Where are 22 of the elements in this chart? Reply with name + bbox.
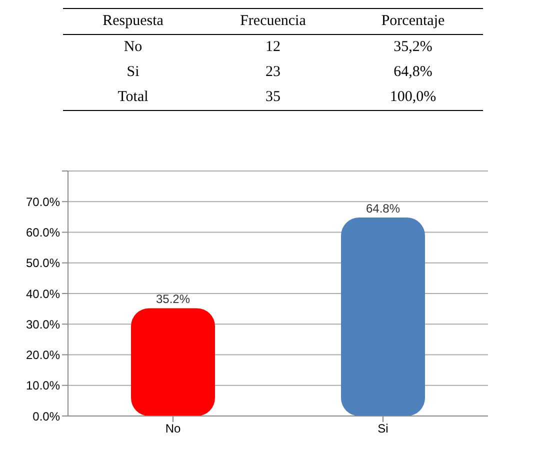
text: 12	[264, 38, 282, 57]
y-tick-label: 0.0%	[32, 409, 60, 424]
data-label: 64.8%	[366, 202, 400, 216]
text: Frecuencia	[239, 12, 307, 31]
y-tick-label: 20.0%	[26, 348, 60, 362]
text: Total	[116, 88, 150, 107]
text: 35	[264, 88, 282, 107]
data-label: 35.2%	[156, 292, 190, 306]
text: 100,0%	[388, 88, 438, 107]
y-tick-label: 50.0%	[26, 256, 60, 270]
y-tick-label: 40.0%	[26, 286, 60, 301]
text: 23	[264, 63, 282, 82]
text: 35,2%	[392, 38, 434, 57]
y-tick-label: 10.0%	[26, 378, 60, 393]
text: Respuesta	[102, 12, 164, 31]
y-tick-label: 60.0%	[26, 226, 60, 240]
y-tick-label: 30.0%	[26, 317, 60, 332]
text: No	[122, 38, 144, 57]
text: Porcentaje	[380, 12, 446, 31]
text: Si	[126, 63, 140, 82]
text: 64,8%	[392, 63, 434, 82]
y-tick-label: 70.0%	[26, 194, 60, 209]
